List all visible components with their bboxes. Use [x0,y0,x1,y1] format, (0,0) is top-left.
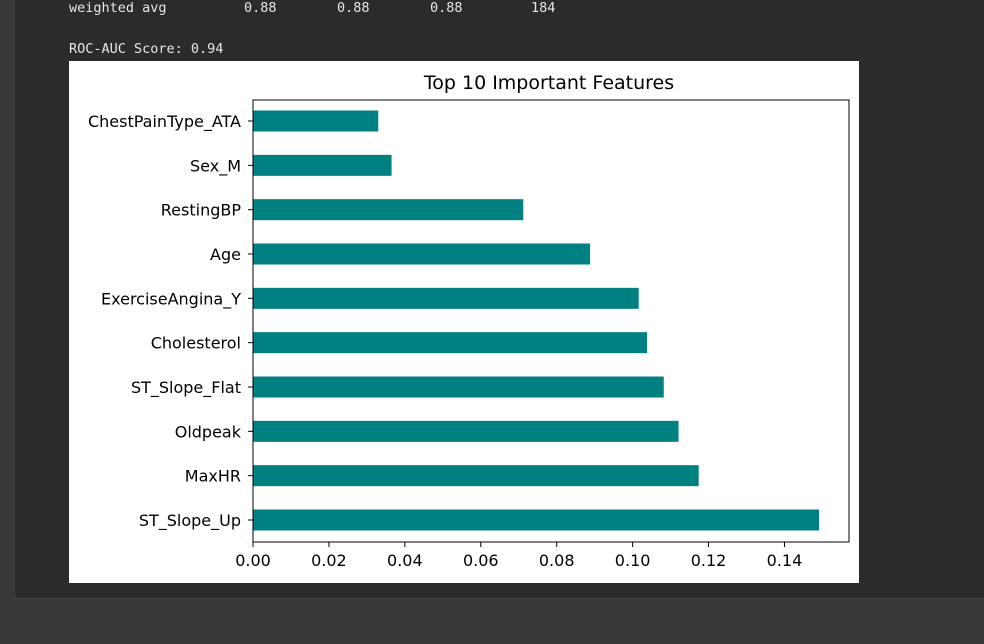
bar-Cholesterol [253,332,648,354]
y-tick-label: Age [210,245,241,264]
bar-ChestPainType_ATA [253,110,379,132]
x-tick-label: 0.02 [311,551,347,570]
y-tick-label: RestingBP [161,201,242,220]
y-tick-label: Sex_M [190,156,241,176]
bar-Sex_M [253,154,392,176]
bar-ST_Slope_Up [253,509,820,531]
x-tick-label: 0.08 [539,551,575,570]
y-tick-label: ST_Slope_Up [139,511,241,531]
bar-RestingBP [253,199,524,221]
x-tick-label: 0.04 [387,551,423,570]
report-row-label: weighted avg [69,0,167,16]
report-row-support: 184 [531,0,556,16]
bars-group [253,110,820,531]
y-tick-label: ST_Slope_Flat [131,378,241,398]
x-axis: 0.00 0.02 0.04 0.06 0.08 0.10 0.12 0.14 [235,542,802,570]
x-tick-label: 0.10 [615,551,651,570]
y-tick-label: Cholesterol [151,334,241,353]
feature-importance-chart: Top 10 Important Features ChestPainType_… [88,72,850,570]
bar-ST_Slope_Flat [253,376,664,398]
chart-title: Top 10 Important Features [423,72,674,94]
y-axis: ChestPainType_ATA Sex_M RestingBP Age Exerci… [88,112,253,531]
y-tick-label: ChestPainType_ATA [88,112,241,132]
report-row-f1: 0.88 [430,0,463,16]
bar-Oldpeak [253,420,679,442]
bar-ExerciseAngina_Y [253,287,639,309]
bar-Age [253,243,591,265]
plot-frame [252,99,850,543]
x-tick-label: 0.14 [767,551,803,570]
y-tick-label: Oldpeak [175,422,242,441]
x-tick-label: 0.12 [691,551,727,570]
report-row-precision: 0.88 [244,0,277,16]
x-tick-label: 0.00 [235,551,271,570]
x-tick-label: 0.06 [463,551,499,570]
y-tick-label: ExerciseAngina_Y [101,289,241,309]
y-tick-label: MaxHR [185,467,241,486]
bar-MaxHR [253,465,699,487]
report-row-recall: 0.88 [337,0,370,16]
roc-auc-score: ROC-AUC Score: 0.94 [69,41,224,57]
feature-importance-figure: Top 10 Important Features ChestPainType_… [69,61,859,583]
